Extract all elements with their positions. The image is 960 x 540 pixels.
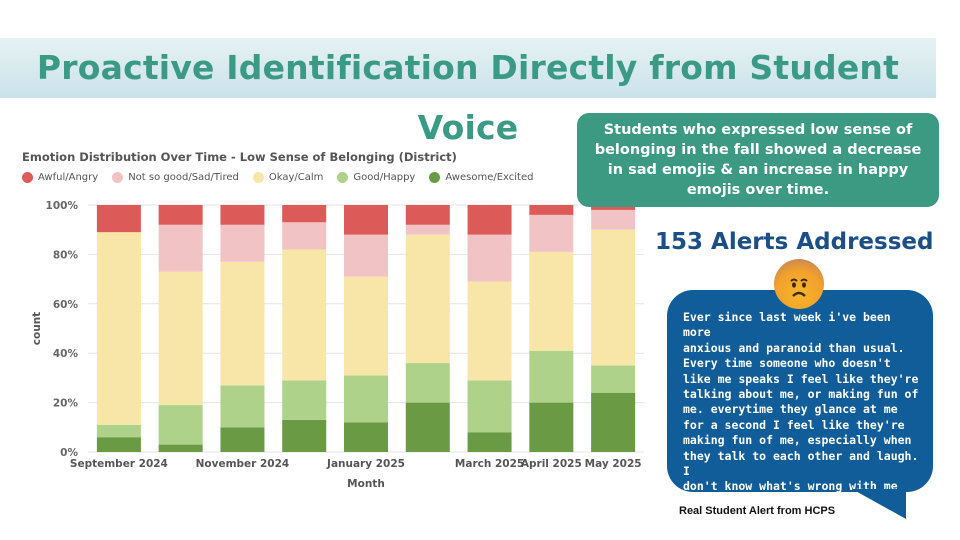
legend-label: Not so good/Sad/Tired (128, 172, 239, 183)
alert-text-line: Every time someone who doesn't (683, 356, 891, 371)
bar-segment (220, 205, 265, 225)
x-tick-label: January 2025 (326, 458, 405, 470)
bar-segment (591, 209, 636, 230)
legend-label: Awesome/Excited (445, 172, 534, 183)
bar-segment (96, 232, 141, 425)
bar-segment (158, 405, 203, 445)
bar-segment (282, 380, 327, 420)
bar-segment (344, 375, 388, 423)
legend-item[interactable]: Okay/Calm (252, 172, 324, 183)
bar-segment (282, 205, 327, 223)
bar-segment (220, 224, 265, 262)
bar-segment (467, 281, 512, 381)
bar-segment (529, 402, 574, 452)
bar-segment (220, 427, 265, 452)
bar-segment (282, 419, 327, 452)
student-alert-bubble: Ever since last week i've been more anxio… (667, 290, 933, 494)
alert-text-line: making fun of me, especially when (683, 433, 912, 448)
bar-segment (591, 205, 636, 210)
bar-segment (467, 205, 512, 235)
legend-item[interactable]: Not so good/Sad/Tired (112, 172, 239, 183)
legend-label: Okay/Calm (268, 172, 324, 183)
legend-swatch (112, 172, 124, 183)
bar-segment (96, 205, 141, 233)
x-axis-label: Month (347, 478, 385, 490)
alert-text-line: for a second I feel like they're (683, 417, 905, 432)
bar-segment (405, 205, 450, 225)
alert-text-line: don't know what's wrong with me (683, 479, 898, 494)
anxious-face-icon (774, 259, 824, 309)
bar-segment (158, 271, 203, 406)
alerts-addressed-heading: 153 Alerts Addressed (655, 229, 934, 255)
bar-segment (591, 365, 636, 393)
bar-segment (529, 251, 574, 351)
bar-segment (405, 402, 450, 452)
legend-swatch (252, 172, 264, 183)
x-tick-label: September 2024 (70, 458, 168, 470)
y-tick-label: 20% (53, 398, 79, 410)
bar-segment (405, 363, 450, 403)
alert-text-line: me. everytime they glance at me (683, 402, 898, 417)
legend-item[interactable]: Awesome/Excited (429, 172, 533, 183)
x-tick-label: November 2024 (196, 458, 290, 470)
bar-segment (220, 385, 265, 428)
insight-callout: Students who expressed low sense of belo… (577, 113, 939, 207)
bar-segment (220, 261, 265, 386)
y-tick-label: 100% (46, 200, 79, 212)
bar-segment (158, 205, 203, 225)
bar-segment (405, 234, 450, 364)
bar-segment (529, 214, 574, 252)
y-axis-label: count (31, 312, 43, 345)
y-tick-label: 40% (53, 348, 79, 360)
legend-label: Good/Happy (353, 172, 416, 183)
legend-swatch (337, 172, 349, 183)
bar-segment (529, 205, 574, 215)
x-tick-label: March 2025 (455, 458, 524, 470)
y-tick-label: 80% (53, 249, 79, 261)
bar-segment (591, 229, 636, 366)
alert-caption: Real Student Alert from HCPS (679, 505, 836, 517)
alert-text-line: Ever since last week i've been more (683, 310, 891, 340)
stacked-bar-chart: 0% 20% 40% 60% 80% 100% September 2024 November… (31, 200, 644, 490)
bar-segment (282, 222, 327, 250)
page-title: Proactive Identification Directly from S… (36, 48, 900, 147)
alert-text-line: talking about me, or making fun of (683, 387, 919, 402)
alert-text-line: they talk to each other and laugh. I (683, 448, 919, 479)
x-tick-label: April 2025 (521, 458, 582, 470)
legend-swatch (22, 172, 33, 183)
bar-segment (344, 234, 388, 277)
bar-segment (158, 444, 203, 452)
bar-segment (467, 234, 512, 282)
bar-segment (467, 432, 512, 452)
bar-segment (467, 380, 512, 433)
student-alert-bubble-tail (852, 489, 906, 519)
alert-text-line: anxious and paranoid than usual. (683, 340, 905, 355)
bar-segment (344, 276, 388, 376)
bar-segment (344, 205, 388, 235)
legend-label: Awful/Angry (38, 172, 99, 183)
legend-item[interactable]: Awful/Angry (22, 172, 98, 183)
bar-segment (591, 392, 636, 452)
insight-callout-text: Students who expressed low sense of belo… (594, 122, 922, 198)
chart-title: Emotion Distribution Over Time - Low Sen… (22, 150, 457, 164)
bar-segment (158, 224, 203, 272)
legend-item[interactable]: Good/Happy (337, 172, 415, 183)
bar-segment (282, 249, 327, 381)
x-tick-label: May 2025 (585, 458, 642, 470)
title-banner: Proactive Identification Directly from S… (0, 38, 936, 147)
bar-segment (405, 224, 450, 235)
legend-swatch (429, 172, 441, 183)
alert-text-line: like me speaks I feel like they're (683, 371, 919, 386)
bar-segment (344, 422, 388, 452)
bar-segment (529, 350, 574, 403)
bar-segment (96, 424, 141, 438)
bar-segment (96, 437, 141, 452)
y-tick-label: 0% (60, 447, 78, 459)
y-tick-label: 60% (53, 299, 79, 311)
chart-legend: Awful/Angry Not so good/Sad/Tired Okay/Cal… (22, 172, 547, 183)
insight-callout-tail (577, 168, 599, 190)
